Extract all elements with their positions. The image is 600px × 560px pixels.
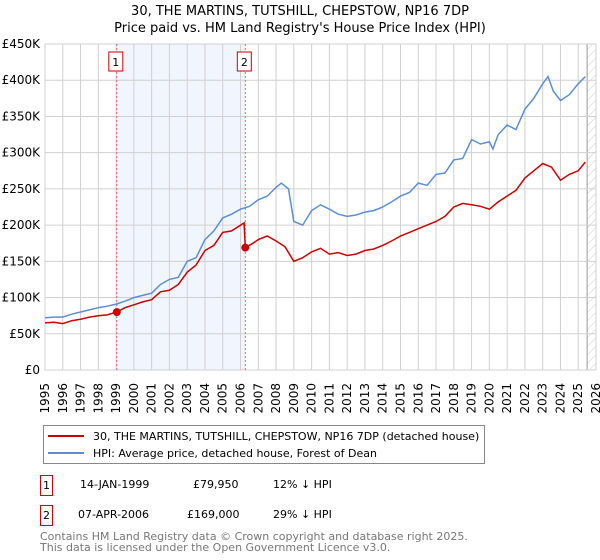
x-tick-label: 2019 — [465, 383, 479, 414]
y-tick-label: £350K — [2, 109, 42, 123]
x-tick-label: 2016 — [411, 383, 425, 414]
sale-point — [241, 243, 250, 252]
forecast-hatch — [587, 44, 596, 370]
y-tick-label: £0 — [25, 363, 40, 377]
x-tick-label: 2000 — [127, 383, 141, 414]
y-tick-label: £50K — [9, 327, 41, 341]
x-tick-label: 2020 — [482, 383, 496, 414]
legend-label: 30, THE MARTINS, TUTSHILL, CHEPSTOW, NP1… — [93, 429, 480, 443]
x-tick-label: 2005 — [216, 383, 230, 414]
footer-licence: This data is licensed under the Open Gov… — [40, 541, 391, 554]
x-tick-label: 2018 — [447, 383, 461, 414]
transaction-date: 14-JAN-1999 — [80, 478, 150, 491]
marker-box — [236, 51, 252, 72]
x-tick-label: 2013 — [358, 383, 372, 414]
x-tick-label: 1999 — [109, 383, 123, 414]
marker-label: 1 — [112, 56, 119, 69]
transaction-number: 1 — [40, 475, 53, 496]
x-tick-label: 2017 — [429, 383, 443, 414]
marker-label: 2 — [241, 56, 248, 69]
legend-swatch-blue — [48, 452, 84, 454]
x-tick-label: 2012 — [340, 383, 354, 414]
x-tick-label: 2011 — [322, 383, 336, 414]
x-tick-label: 2024 — [553, 383, 567, 414]
x-tick-label: 1998 — [91, 383, 105, 414]
x-tick-label: 2010 — [305, 383, 319, 414]
x-tick-label: 2002 — [162, 383, 176, 414]
legend-swatch-red — [48, 435, 84, 437]
transaction-hpi: 12% ↓ HPI — [273, 478, 332, 491]
x-tick-label: 2009 — [287, 383, 301, 414]
x-tick-label: 1996 — [56, 383, 70, 414]
transaction-date: 07-APR-2006 — [78, 508, 150, 521]
y-tick-label: £400K — [2, 73, 42, 87]
marker-box — [108, 51, 124, 72]
legend: 30, THE MARTINS, TUTSHILL, CHEPSTOW, NP1… — [43, 425, 485, 464]
y-tick-label: £250K — [2, 182, 42, 196]
price-chart: 1995 1996 1997 1998 1999 2000 2001 2002 2003 2004… — [2, 37, 600, 414]
legend-label: HPI: Average price, detached house, Fore… — [93, 446, 377, 460]
legend-item-property: 30, THE MARTINS, TUTSHILL, CHEPSTOW, NP1… — [44, 428, 479, 444]
x-tick-label: 2026 — [589, 383, 600, 414]
sale-point — [112, 308, 121, 317]
y-tick-label: £300K — [2, 146, 42, 160]
x-tick-label: 2004 — [198, 383, 212, 414]
x-tick-label: 2021 — [500, 383, 514, 414]
series-line — [44, 161, 586, 325]
y-tick-label: £450K — [2, 37, 42, 51]
chart-subtitle: Price paid vs. HM Land Registry's House … — [114, 21, 486, 36]
transaction-price: £79,950 — [193, 478, 239, 491]
transaction-price: £169,000 — [187, 508, 240, 521]
x-tick-label: 2015 — [393, 383, 407, 414]
x-tick-label: 2008 — [269, 383, 283, 414]
x-tick-label: 2006 — [234, 383, 248, 414]
x-tick-label: 2022 — [518, 383, 532, 414]
transaction-row: 1 14-JAN-1999 £79,950 12% ↓ HPI — [40, 475, 440, 496]
x-tick-label: 1997 — [74, 383, 88, 414]
x-tick-label: 2025 — [571, 383, 585, 414]
x-tick-label: 2001 — [145, 383, 159, 414]
y-tick-label: £200K — [2, 218, 42, 232]
x-tick-label: 2023 — [536, 383, 550, 414]
x-tick-label: 2003 — [180, 383, 194, 414]
x-tick-label: 2014 — [376, 383, 390, 414]
x-tick-label: 1995 — [38, 383, 52, 414]
series-line — [44, 75, 586, 319]
footer-copyright: Contains HM Land Registry data © Crown c… — [40, 530, 468, 543]
transaction-number: 2 — [40, 505, 53, 526]
legend-item-hpi: HPI: Average price, detached house, Fore… — [44, 445, 377, 461]
transaction-hpi: 29% ↓ HPI — [273, 508, 332, 521]
x-tick-label: 2007 — [251, 383, 265, 414]
chart-title: 30, THE MARTINS, TUTSHILL, CHEPSTOW, NP1… — [131, 4, 469, 19]
y-tick-label: £100K — [2, 291, 42, 305]
ownership-period-shade — [116, 44, 246, 370]
y-tick-label: £150K — [2, 254, 42, 268]
transaction-row: 2 07-APR-2006 £169,000 29% ↓ HPI — [40, 505, 440, 526]
